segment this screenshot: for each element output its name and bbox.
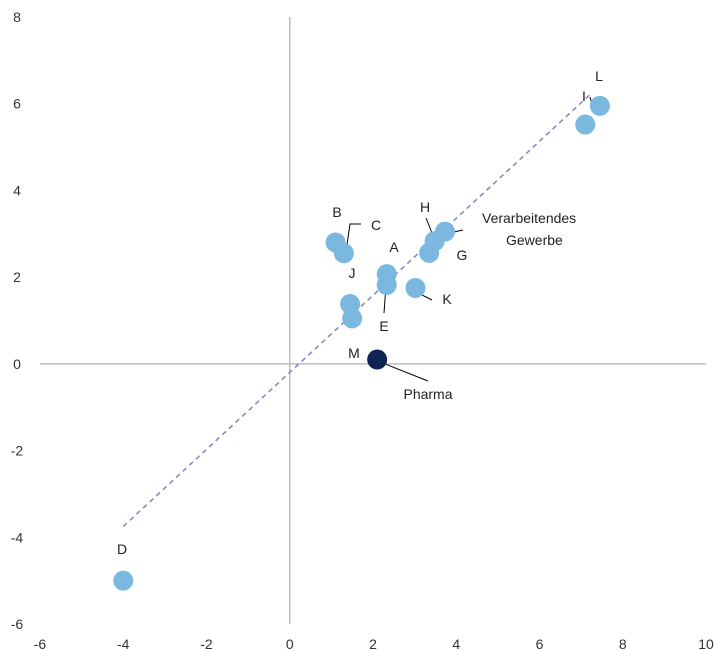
data-point bbox=[575, 114, 596, 135]
y-tick-label: 2 bbox=[13, 269, 21, 285]
x-tick-label: -6 bbox=[34, 636, 47, 651]
tick-labels-layer: -6 -4 -2 0 2 4 6 8 10 -6 -4 -2 0 2 4 6 8 bbox=[11, 9, 714, 651]
y-tick-label: 8 bbox=[13, 9, 21, 25]
points-layer bbox=[113, 95, 610, 591]
data-point bbox=[589, 95, 610, 116]
point-label: H bbox=[420, 199, 430, 215]
x-tick-label: 6 bbox=[536, 636, 544, 651]
data-point bbox=[333, 243, 354, 264]
point-label: Pharma bbox=[403, 386, 452, 402]
point-label: B bbox=[332, 204, 341, 220]
point-label: D bbox=[117, 541, 127, 557]
x-tick-label: -4 bbox=[117, 636, 130, 651]
data-point bbox=[113, 570, 134, 591]
y-tick-label: -2 bbox=[11, 443, 24, 459]
data-point bbox=[340, 294, 361, 315]
point-label: A bbox=[389, 239, 399, 255]
point-labels-layer: B C J A E K H G Verarbeitendes Gewerbe IL D M Pharma bbox=[117, 68, 603, 557]
x-tick-label: 10 bbox=[698, 636, 714, 651]
x-tick-label: 8 bbox=[619, 636, 627, 651]
y-tick-label: 0 bbox=[13, 356, 21, 372]
x-tick-label: 4 bbox=[452, 636, 460, 651]
point-label: L bbox=[595, 68, 603, 84]
point-label: C bbox=[371, 217, 381, 233]
data-point bbox=[405, 277, 426, 298]
point-label: Verarbeitendes bbox=[482, 210, 576, 226]
y-tick-label: 6 bbox=[13, 96, 21, 112]
point-label: Gewerbe bbox=[506, 232, 563, 248]
data-point-highlight bbox=[367, 349, 388, 370]
point-label: J bbox=[349, 265, 356, 281]
y-tick-label: -6 bbox=[11, 616, 24, 632]
data-point bbox=[376, 274, 397, 295]
point-label: I bbox=[582, 88, 586, 104]
point-label: E bbox=[379, 318, 388, 334]
point-label: G bbox=[457, 247, 468, 263]
y-tick-label: -4 bbox=[11, 529, 24, 545]
leader-line bbox=[379, 361, 429, 382]
y-tick-label: 4 bbox=[13, 182, 21, 198]
data-point bbox=[435, 221, 456, 242]
x-tick-label: -2 bbox=[200, 636, 213, 651]
point-label: M bbox=[348, 345, 360, 361]
x-tick-label: 2 bbox=[369, 636, 377, 651]
point-label: K bbox=[442, 291, 452, 307]
x-tick-label: 0 bbox=[286, 636, 294, 651]
